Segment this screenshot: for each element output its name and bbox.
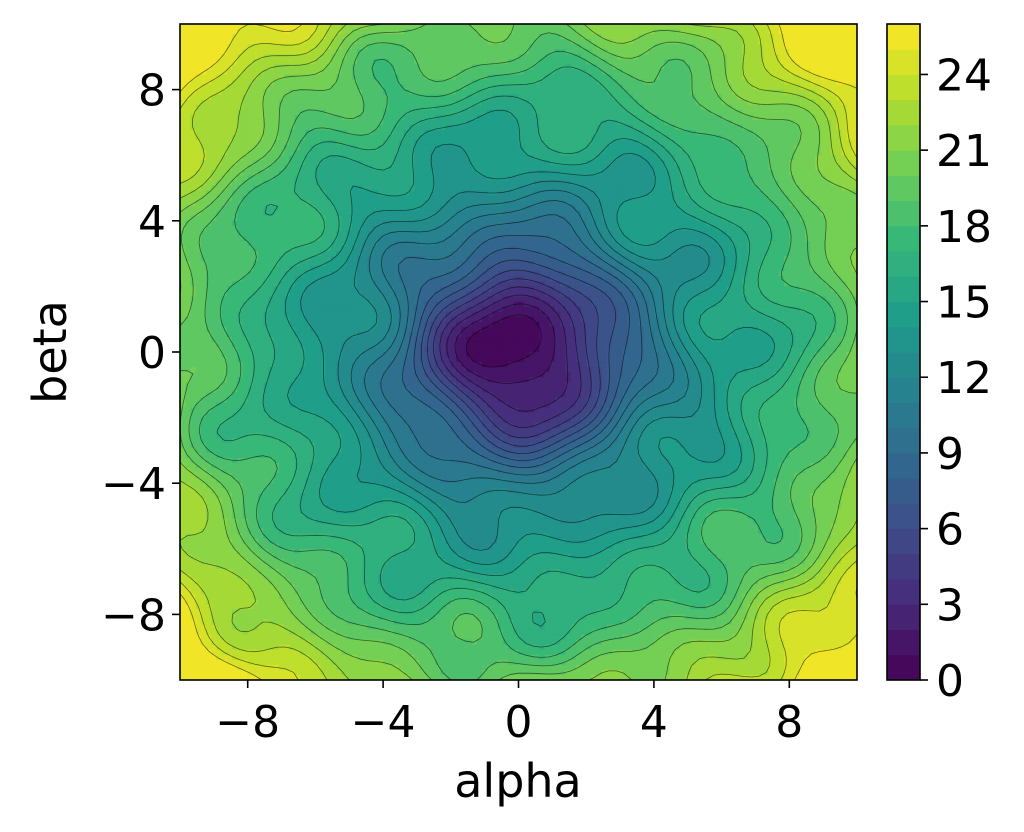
colorbar-tick-label: 18 (936, 202, 992, 253)
contour-line-10 (380, 214, 659, 476)
contour-line-13 (337, 180, 710, 551)
colorbar: 0 3 6 9 12 15 18 21 24 (886, 23, 992, 707)
colorbar-band (887, 579, 920, 605)
colorbar-band (887, 251, 920, 277)
colorbar-tick-label: 21 (936, 126, 992, 177)
colorbar-band (887, 150, 920, 176)
colorbar-band (887, 74, 920, 101)
colorbar-band (887, 276, 920, 303)
contour-line-24 (180, 24, 857, 680)
y-tick-label: 0 (138, 328, 166, 379)
contour-line-17 (216, 66, 817, 648)
colorbar-band (887, 553, 920, 580)
contour-line-12 (350, 189, 689, 503)
colorbar-band (887, 427, 920, 454)
colorbar-band (887, 326, 920, 353)
y-tick-label: 8 (138, 66, 166, 117)
y-tick-label: −8 (101, 590, 166, 641)
x-tick-label: 0 (505, 697, 533, 748)
colorbar-band (887, 503, 920, 530)
colorbar-band (887, 301, 920, 328)
colorbar-tick-label: 0 (936, 656, 964, 707)
colorbar-tick-label: 6 (936, 505, 964, 556)
colorbar-ticks: 0 3 6 9 12 15 18 21 24 (920, 50, 992, 707)
colorbar-tick-label: 3 (936, 580, 964, 631)
colorbar-tick-label: 12 (936, 353, 992, 404)
colorbar-band (887, 402, 920, 429)
contour-line-19 (188, 32, 848, 680)
contour-line-6 (427, 269, 601, 447)
contour-line-4 (439, 286, 582, 428)
contour-line-1 (465, 314, 542, 368)
y-tick-label: 4 (138, 197, 166, 248)
x-axis-label: alpha (454, 754, 582, 808)
colorbar-tick-label: 15 (936, 278, 992, 329)
contour-line-11 (364, 200, 675, 484)
x-tick-label: 4 (640, 697, 668, 748)
contour-line-7 (420, 259, 617, 454)
contour-line-15 (284, 109, 776, 577)
colorbar-band (887, 654, 920, 681)
contour-line-22 (180, 24, 857, 680)
contour-line-9 (402, 235, 643, 468)
contour-line-14 (300, 143, 725, 565)
contour-line-21 (180, 24, 857, 680)
colorbar-band (887, 604, 920, 631)
colorbar-band (887, 377, 920, 403)
y-axis-label: beta (23, 300, 77, 404)
colorbar-band (887, 629, 920, 656)
colorbar-band (887, 200, 920, 227)
contour-line-3 (446, 294, 569, 412)
contour-line-2 (454, 303, 556, 384)
contour-line-5 (433, 278, 592, 439)
x-tick-label: −8 (215, 697, 280, 748)
colorbar-frame (886, 23, 921, 681)
colorbar-band (887, 452, 920, 479)
colorbar-band (887, 124, 920, 151)
colorbar-band (887, 49, 920, 75)
x-tick-label: −4 (351, 697, 416, 748)
colorbar-bands (887, 24, 920, 681)
colorbar-band (887, 352, 920, 378)
contour-line-16 (262, 95, 794, 627)
y-axis: −8 −4 0 4 8 (101, 66, 180, 641)
colorbar-band (887, 528, 920, 555)
colorbar-tick-label: 24 (936, 50, 992, 101)
plot-area (179, 23, 858, 681)
x-axis: −8 −4 0 4 8 (215, 680, 803, 748)
colorbar-band (887, 225, 920, 252)
contour-line-8 (413, 247, 630, 461)
colorbar-tick-label: 9 (936, 429, 964, 480)
colorbar-band (887, 175, 920, 202)
x-tick-label: 8 (775, 697, 803, 748)
contour-line-18 (199, 51, 836, 658)
colorbar-band (887, 99, 920, 126)
contour-line-20 (180, 24, 857, 680)
colorbar-band (887, 478, 920, 504)
y-tick-label: −4 (101, 459, 166, 510)
colorbar-band (887, 24, 920, 50)
